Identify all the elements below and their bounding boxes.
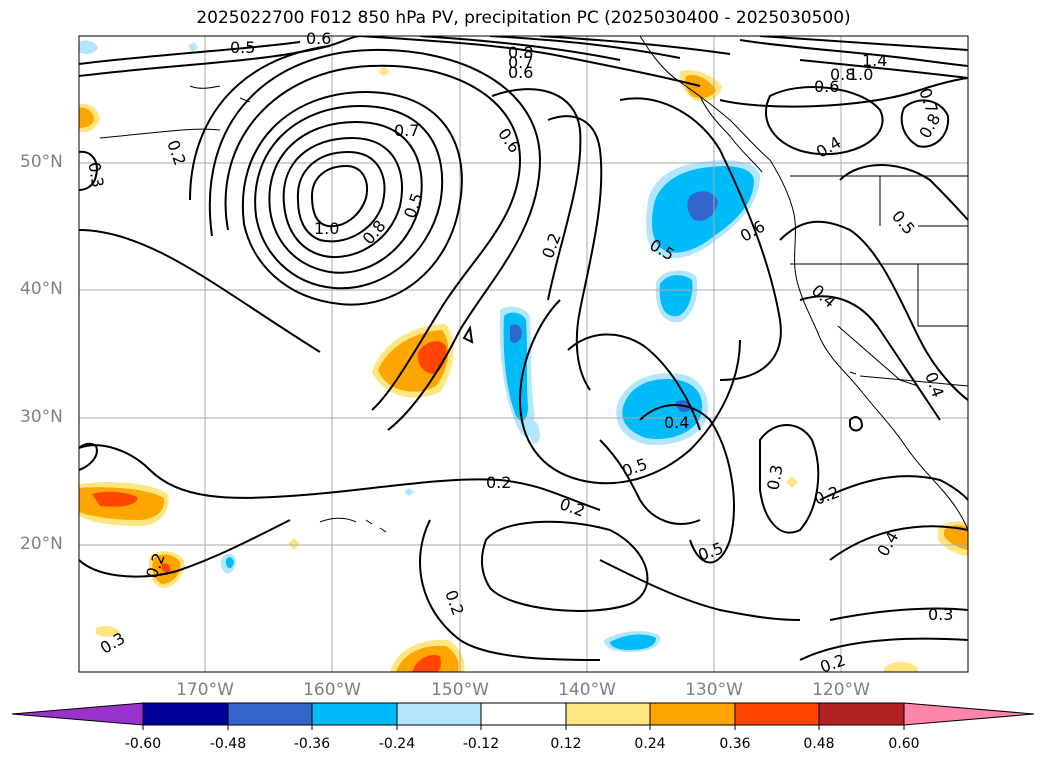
colorbar-tick-label: 0.36 bbox=[719, 736, 751, 752]
colorbar-bin bbox=[480, 702, 567, 726]
contour-label: 0.8 bbox=[508, 43, 533, 62]
lon-label: 150°W bbox=[431, 680, 489, 700]
colorbar bbox=[11, 702, 1035, 730]
colorbar-bin bbox=[565, 702, 651, 726]
contour-label: 0.2 bbox=[818, 650, 848, 677]
lat-label: 20°N bbox=[20, 534, 63, 554]
contour-label: 1.4 bbox=[862, 51, 887, 70]
colorbar-extend-min bbox=[11, 702, 144, 726]
contour-label: 0.4 bbox=[664, 413, 689, 432]
contour-label: 0.4 bbox=[808, 281, 840, 312]
colorbar-bin bbox=[227, 702, 313, 726]
colorbar-tick-label: 0.12 bbox=[550, 736, 582, 752]
colorbar-bin bbox=[142, 702, 229, 726]
contour-label: 0.2 bbox=[538, 230, 565, 260]
lat-label: 50°N bbox=[20, 152, 63, 172]
contour-label: 0.6 bbox=[306, 29, 331, 48]
colorbar-bin bbox=[734, 702, 820, 726]
contour-label: 0.6 bbox=[814, 77, 839, 96]
pv-contours bbox=[79, 36, 968, 661]
lon-label: 130°W bbox=[685, 680, 743, 700]
colorbar-tick-label: -0.36 bbox=[293, 736, 331, 752]
lon-label: 160°W bbox=[303, 680, 361, 700]
contour-label: 0.5 bbox=[888, 207, 919, 239]
contour-label: 0.4 bbox=[873, 528, 902, 560]
contour-label: 1.0 bbox=[848, 65, 873, 84]
contour-label: 0.2 bbox=[441, 588, 468, 618]
contour-label: 0.4 bbox=[813, 132, 845, 161]
precipitation-shading bbox=[79, 40, 968, 672]
contour-label: 0.7 bbox=[508, 53, 533, 72]
contour-label: 0.6 bbox=[737, 216, 769, 245]
colorbar-bin bbox=[649, 702, 736, 726]
contour-label: 0.4 bbox=[921, 370, 948, 400]
contour-label: 0.8 bbox=[915, 110, 944, 142]
contour-label: 0.3 bbox=[84, 161, 107, 189]
colorbar-tick-label: -0.48 bbox=[209, 736, 247, 752]
contour-label: 0.3 bbox=[928, 605, 953, 624]
colorbar-tick-label: -0.24 bbox=[378, 736, 416, 752]
contour-label: 0.7 bbox=[394, 121, 419, 140]
lat-label: 30°N bbox=[20, 407, 63, 427]
contour-label: 1.0 bbox=[314, 219, 339, 238]
lon-label: 170°W bbox=[176, 680, 234, 700]
contour-label: 0.2 bbox=[557, 494, 587, 521]
lat-label: 40°N bbox=[20, 279, 63, 299]
colorbar-extend-max bbox=[903, 702, 1035, 726]
contour-label: 0.8 bbox=[830, 65, 855, 84]
colorbar-bin bbox=[818, 702, 905, 726]
colorbar-tick-label: -0.60 bbox=[124, 736, 162, 752]
contour-label: 0.3 bbox=[763, 463, 786, 491]
negative-precip-patches bbox=[79, 40, 760, 652]
map-title: 2025022700 F012 850 hPa PV, precipitatio… bbox=[196, 8, 851, 28]
colorbar-tick-label: -0.12 bbox=[462, 736, 500, 752]
contour-label: 0.5 bbox=[696, 538, 726, 565]
coastlines bbox=[99, 36, 968, 533]
contour-label: 0.6 bbox=[508, 63, 533, 82]
contour-label: 0.2 bbox=[486, 473, 511, 492]
contour-label: 0.2 bbox=[812, 482, 842, 509]
contour-label: 0.8 bbox=[359, 216, 390, 248]
map-frame bbox=[78, 35, 969, 673]
colorbar-tick-label: 0.60 bbox=[888, 736, 920, 752]
positive-precip-patches bbox=[79, 66, 968, 672]
colorbar-tick-label: 0.24 bbox=[634, 736, 666, 752]
lon-label: 120°W bbox=[812, 680, 870, 700]
lon-label: 140°W bbox=[558, 680, 616, 700]
contour-label: 0.5 bbox=[230, 38, 255, 57]
colorbar-tick-label: 0.48 bbox=[803, 736, 835, 752]
graticule bbox=[79, 36, 968, 672]
contour-label: 0.5 bbox=[400, 190, 427, 220]
colorbar-bin bbox=[396, 702, 482, 726]
colorbar-bin bbox=[311, 702, 398, 726]
